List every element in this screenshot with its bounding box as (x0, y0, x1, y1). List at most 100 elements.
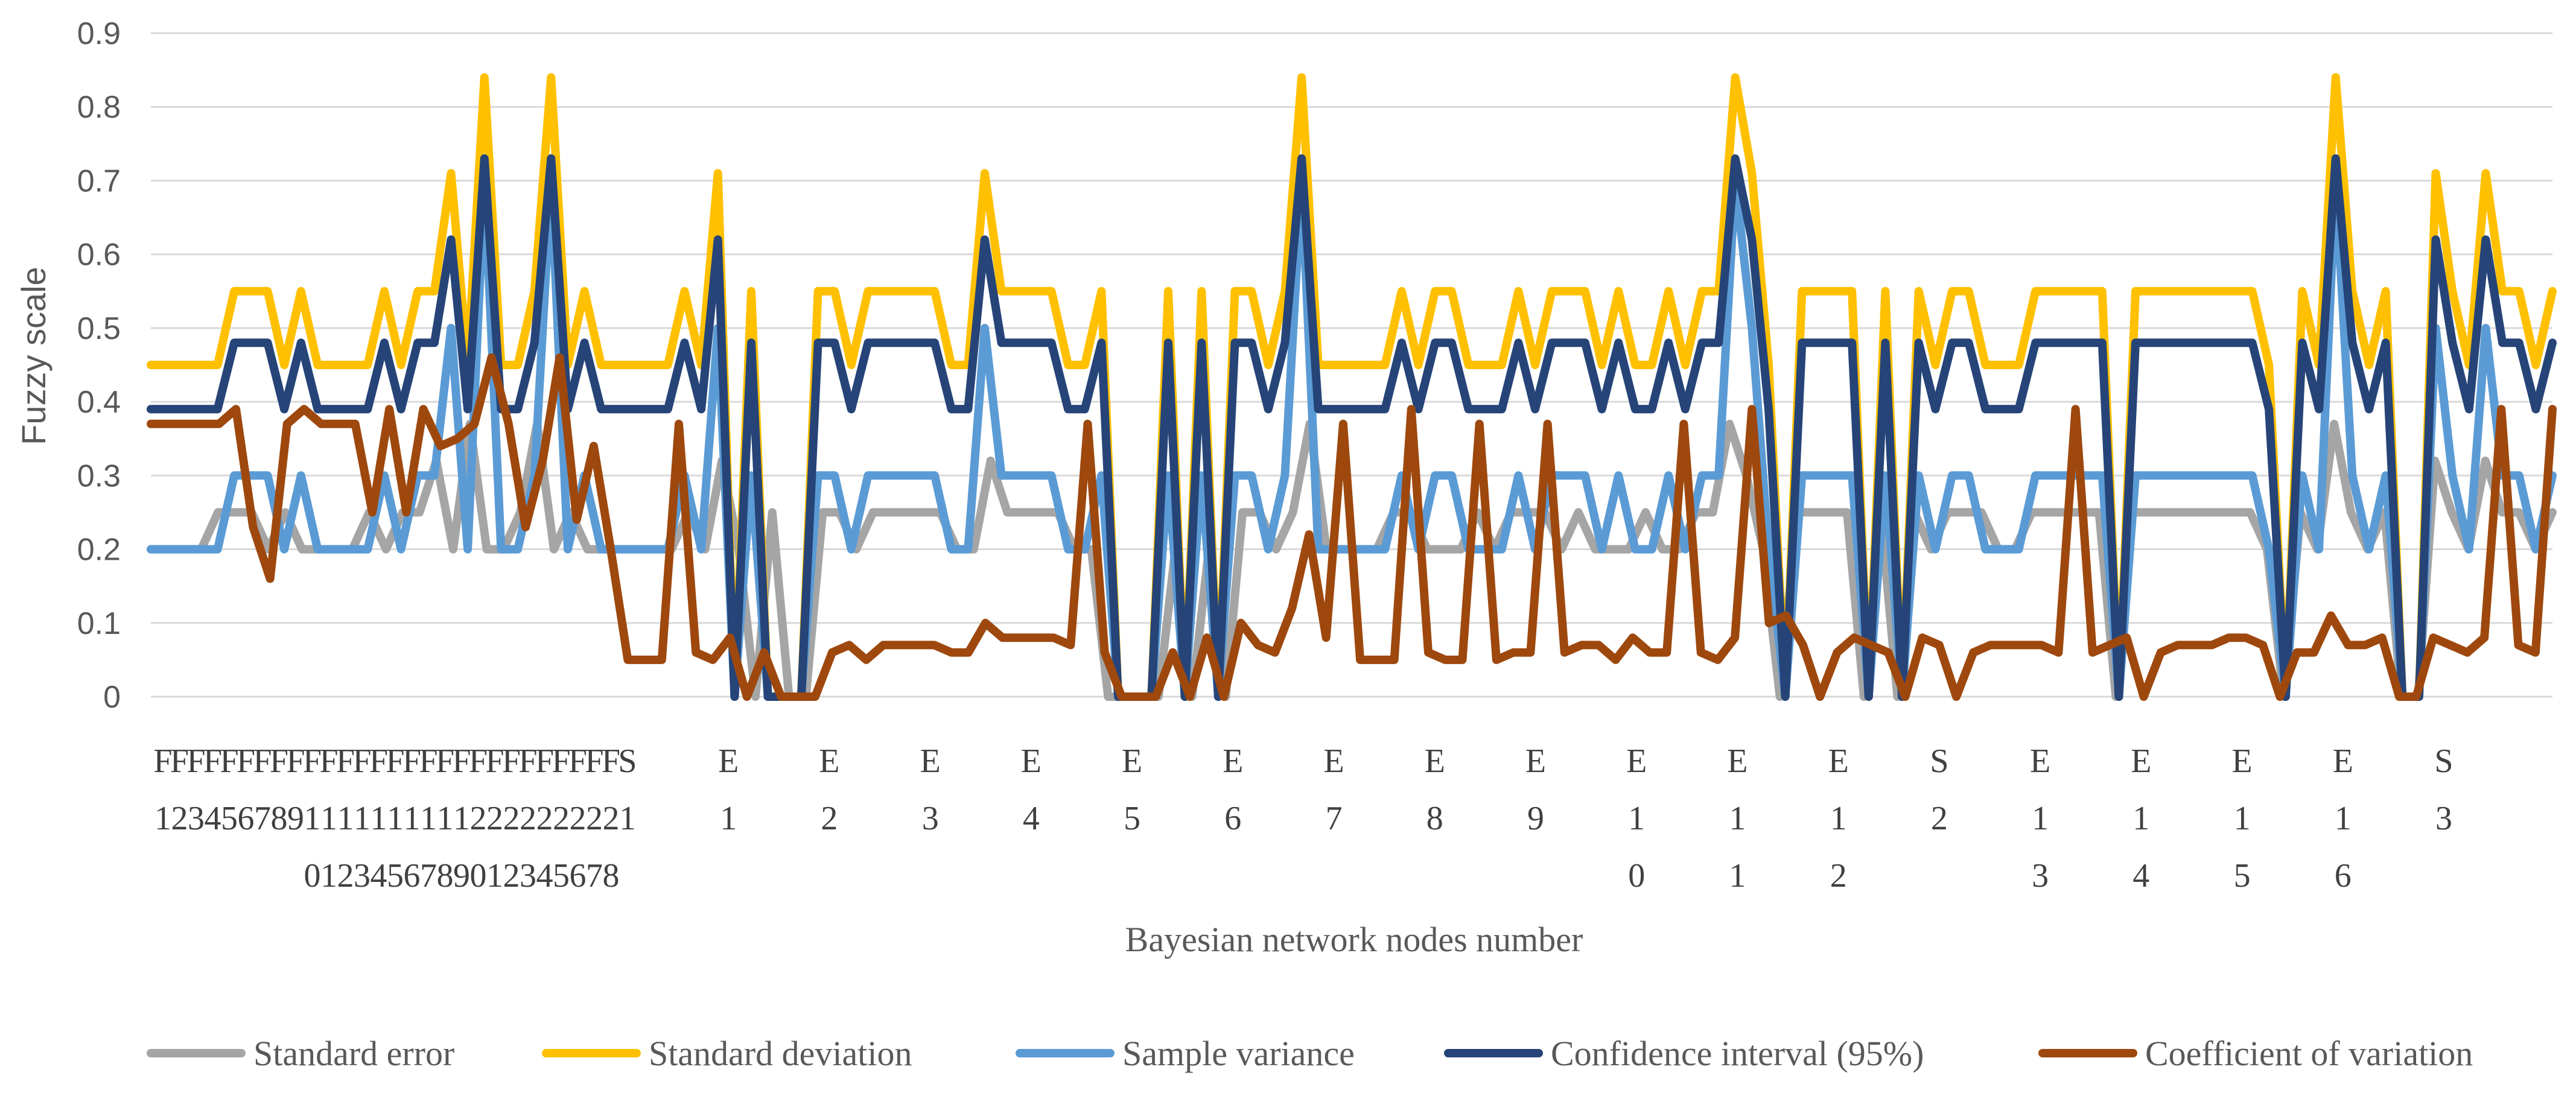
x-tick-label: 1 (1729, 800, 1746, 837)
series-line-2 (147, 73, 2557, 701)
x-tick-label: 1 (2234, 800, 2251, 837)
x-tick-label: 5 (221, 800, 238, 837)
x-tick-label: 2 (520, 800, 536, 837)
x-tick-label: F (585, 743, 603, 780)
y-tick-label: 0.5 (77, 311, 121, 346)
x-tick-label: 1 (619, 800, 636, 837)
x-tick-label: F (352, 743, 371, 780)
x-tick-label: 2 (503, 857, 520, 895)
x-axis-title: Bayesian network nodes number (1125, 920, 1583, 959)
x-tick-label: 8 (603, 857, 620, 895)
x-tick-label: F (369, 743, 388, 780)
y-tick-labels: 0 0.1 0.2 0.3 0.4 0.5 0.6 0.7 0.8 0.9 (77, 16, 121, 715)
x-tick-label: E (2131, 743, 2151, 780)
x-tick-label: 3 (354, 857, 370, 895)
x-tick-label: F (270, 743, 288, 780)
x-tick-label: F (402, 743, 421, 780)
x-tick-label: E (1425, 743, 1445, 780)
x-tick-label: 1 (720, 800, 737, 837)
x-tick-label: F (518, 743, 537, 780)
x-tick-label: F (535, 743, 554, 780)
x-tick-label: 5 (1124, 800, 1140, 837)
x-tick-label: 1 (1729, 857, 1746, 895)
x-tick-label: F (170, 743, 189, 780)
y-tick-label: 0.6 (77, 238, 121, 273)
x-tick-label: E (1021, 743, 1042, 780)
legend-label: Confidence interval (95%) (1551, 1034, 1924, 1073)
x-tick-label: E (920, 743, 941, 780)
x-tick-label: 7 (586, 857, 603, 895)
x-tick-label: 1 (1830, 800, 1847, 837)
x-tick-label: F (502, 743, 521, 780)
x-tick-label: E (1828, 743, 1849, 780)
x-tick-label: 0 (470, 857, 487, 895)
x-tick-label: 1 (337, 800, 354, 837)
x-tick-label: F (568, 743, 587, 780)
x-tick-label: 3 (520, 857, 536, 895)
x-tick-label: 3 (188, 800, 205, 837)
x-tick-label: 1 (404, 800, 421, 837)
x-tick-label: 4 (205, 800, 221, 837)
x-tick-label: 6 (2335, 857, 2352, 895)
x-tick-label: 2 (470, 800, 487, 837)
x-tick-label: 0 (304, 857, 321, 895)
x-tick-label: 5 (553, 857, 570, 895)
x-tick-label: E (2333, 743, 2353, 780)
x-tick-label: 2 (821, 800, 838, 837)
x-tick-label: 1 (420, 800, 437, 837)
x-tick-label: 1 (304, 800, 321, 837)
x-tick-label: 1 (453, 800, 470, 837)
x-tick-label: F (303, 743, 322, 780)
x-tick-label: 2 (553, 800, 570, 837)
x-tick-label: F (452, 743, 471, 780)
x-tick-label: S (618, 743, 637, 780)
x-tick-label: 1 (320, 800, 337, 837)
x-tick-label: 2 (171, 800, 188, 837)
x-tick-label: 1 (354, 800, 370, 837)
x-tick-label: 1 (1628, 800, 1645, 837)
x-tick-label: 6 (238, 800, 255, 837)
x-tick-label: F (319, 743, 338, 780)
x-tick-label: 4 (536, 857, 553, 895)
x-tick-label: 2 (503, 800, 520, 837)
x-tick-label: E (819, 743, 839, 780)
x-tick-label: F (419, 743, 437, 780)
x-tick-label: 5 (2234, 857, 2251, 895)
x-tick-label: 0 (1628, 857, 1645, 895)
x-tick-label: 1 (370, 800, 387, 837)
x-tick-label: 4 (2132, 857, 2149, 895)
x-tick-label: 9 (453, 857, 470, 895)
x-tick-label: F (602, 743, 620, 780)
x-tick-label: 1 (154, 800, 171, 837)
y-tick-label: 0.7 (77, 163, 121, 198)
x-tick-label: 1 (320, 857, 337, 895)
legend-label: Sample variance (1122, 1034, 1355, 1073)
x-tick-label: E (1323, 743, 1344, 780)
y-tick-label: 0.4 (77, 385, 121, 420)
x-tick-label: S (2434, 743, 2453, 780)
x-tick-label: 1 (2335, 800, 2352, 837)
x-tick-label: F (386, 743, 404, 780)
x-tick-label: E (1122, 743, 1142, 780)
x-tick-label: F (485, 743, 504, 780)
x-tick-label: 2 (337, 857, 354, 895)
legend-label: Coefficient of variation (2145, 1034, 2473, 1073)
x-tick-label: 2 (486, 800, 503, 837)
x-tick-label: 2 (1830, 857, 1847, 895)
x-tick-label: 8 (271, 800, 288, 837)
x-tick-label: 6 (1224, 800, 1241, 837)
x-tick-label: E (2231, 743, 2252, 780)
x-tick-label: E (1223, 743, 1243, 780)
x-tick-label: F (186, 743, 205, 780)
x-tick-label: E (2030, 743, 2050, 780)
x-tick-label: 9 (287, 800, 304, 837)
x-tick-label: 7 (254, 800, 271, 837)
series-line-4 (147, 154, 2557, 701)
x-tick-label: 8 (1426, 800, 1443, 837)
x-tick-label: 7 (1326, 800, 1343, 837)
x-tick-label: 2 (603, 800, 620, 837)
x-tick-label: F (220, 743, 238, 780)
series-lines (147, 73, 2557, 701)
x-tick-label: 1 (437, 800, 454, 837)
legend: Standard error Standard deviation Sample v… (147, 1034, 2473, 1073)
